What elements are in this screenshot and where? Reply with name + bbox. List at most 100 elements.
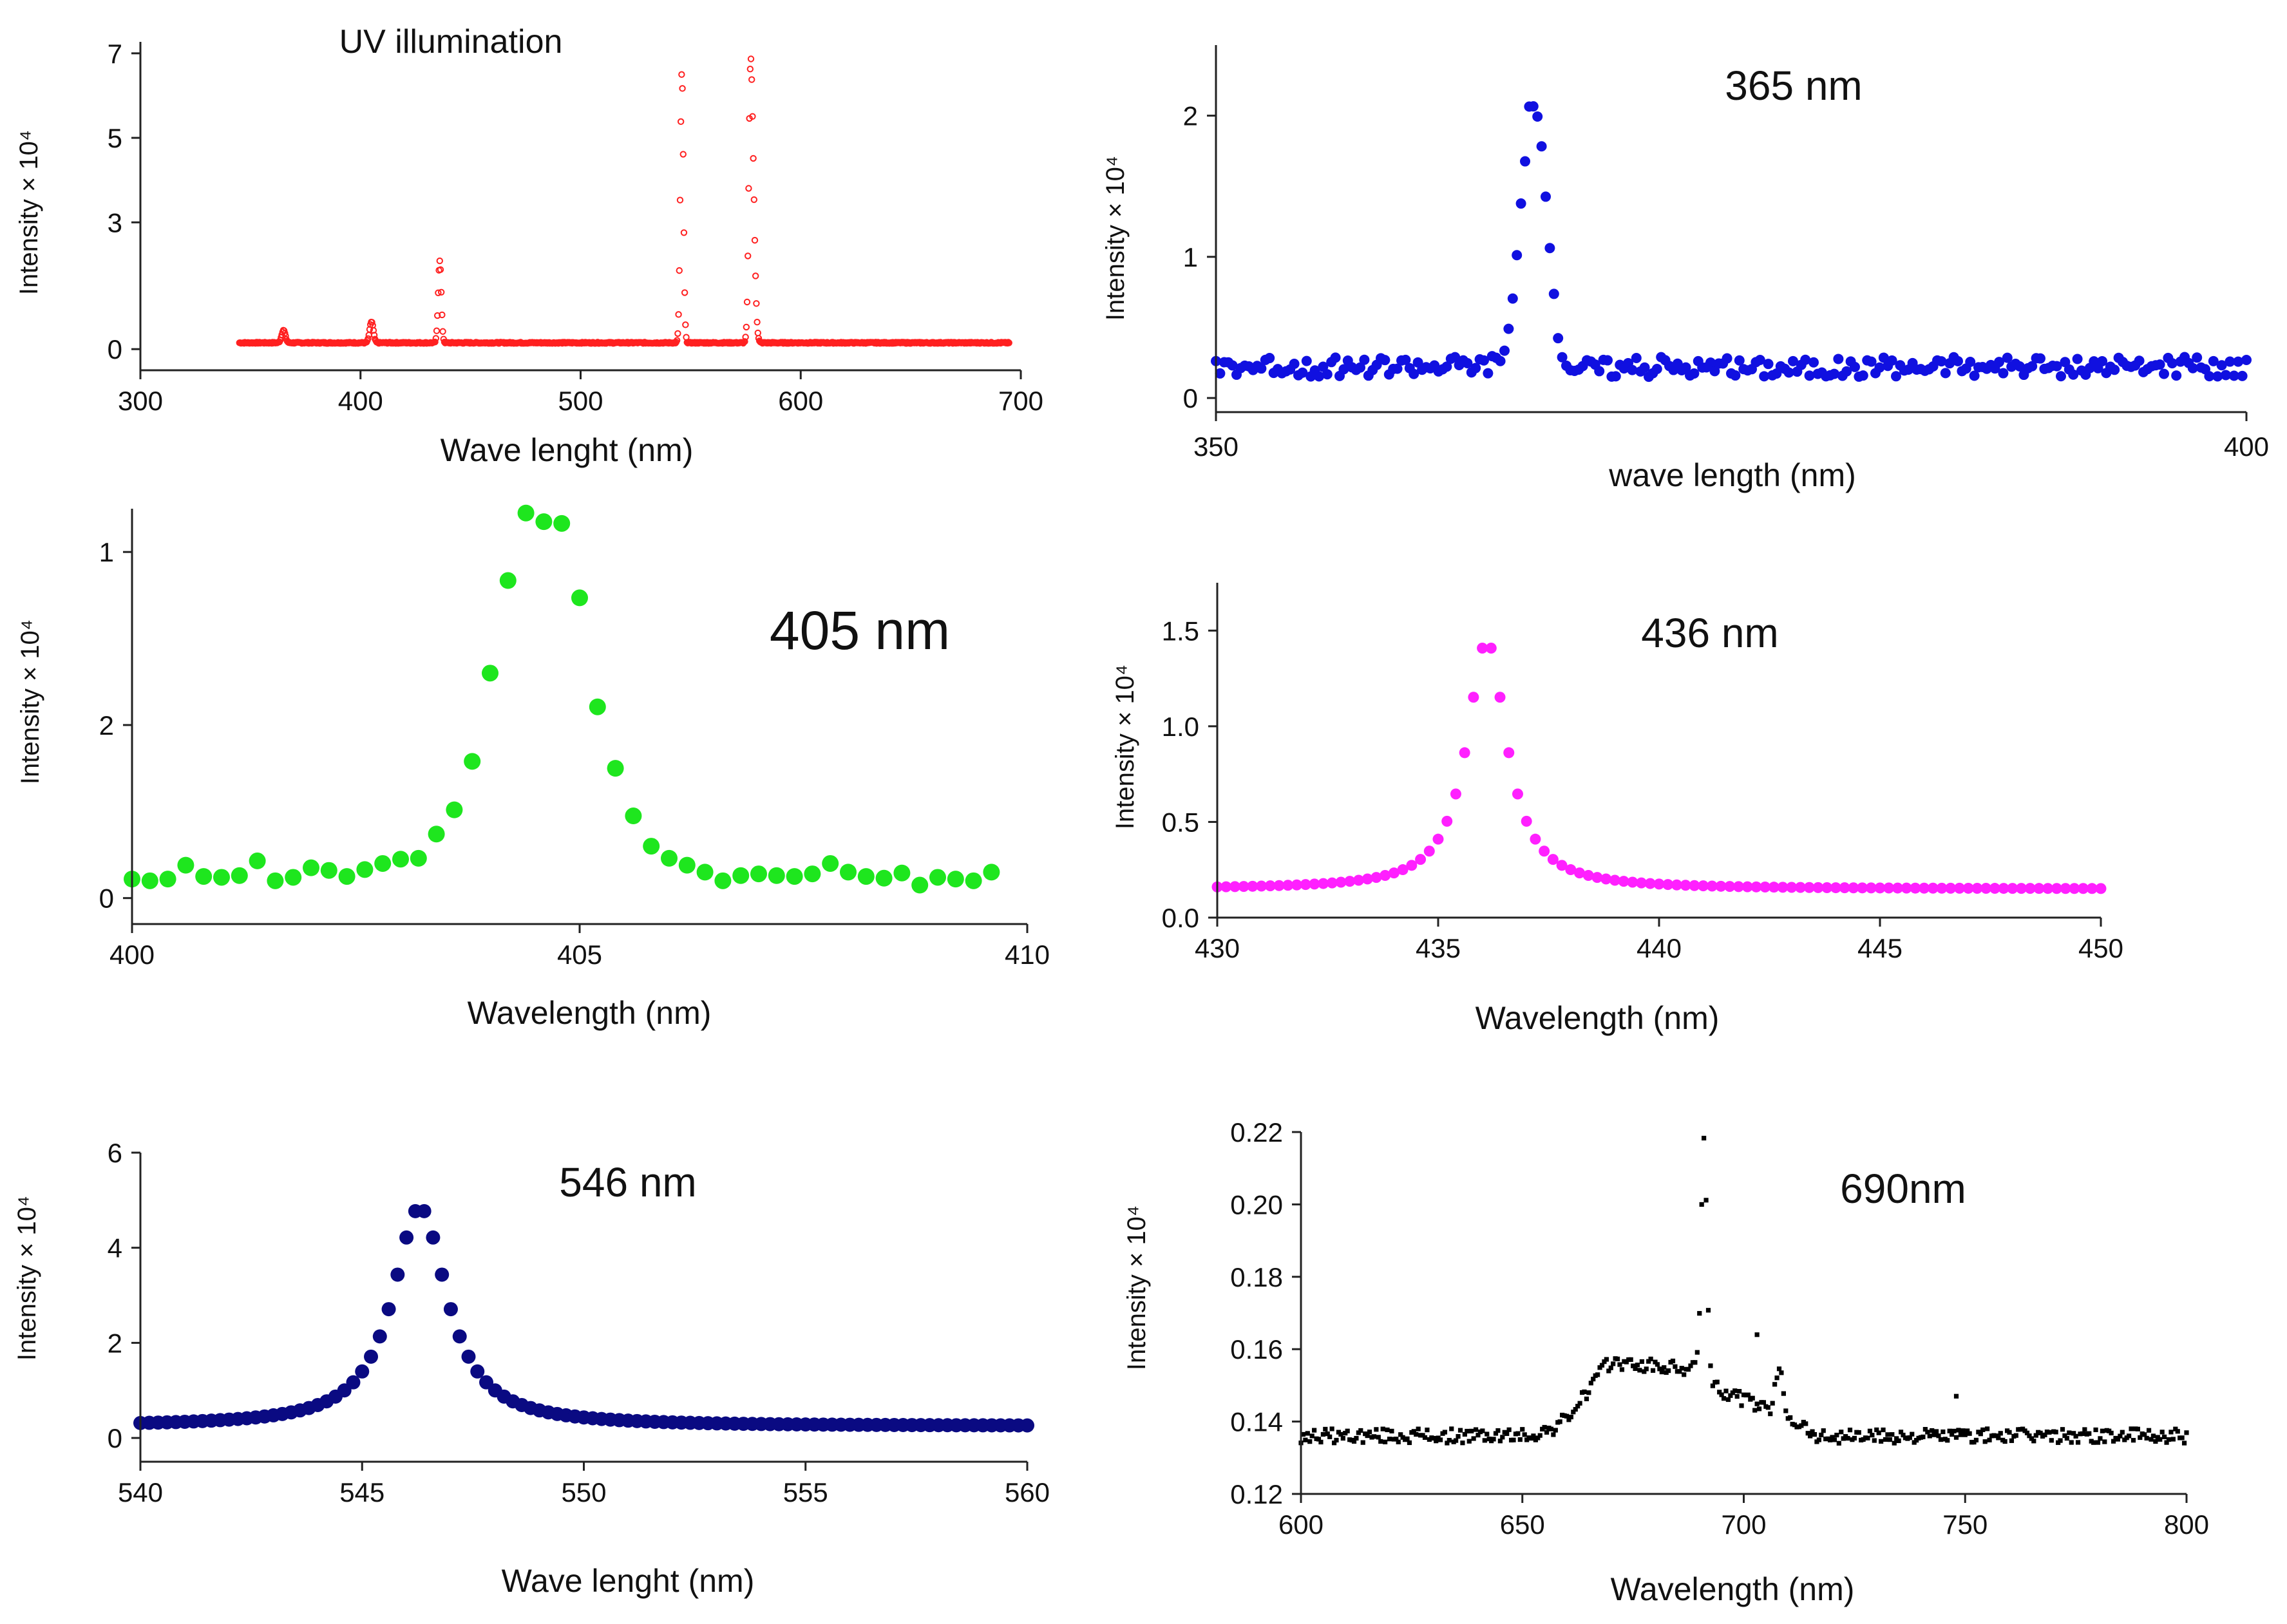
- p690-data-point: [1965, 1428, 1970, 1433]
- p365-data-point: [1553, 333, 1564, 344]
- p365-data-point: [2109, 364, 2120, 375]
- p690-data-point: [2069, 1440, 2074, 1445]
- p436-data-point: [1397, 864, 1409, 876]
- p365-data-point: [1359, 354, 1370, 365]
- p690-data-point: [1962, 1432, 1968, 1437]
- p690-data-point: [1577, 1401, 1582, 1406]
- p690-data-point: [1960, 1428, 1966, 1433]
- p690-data-point: [1354, 1435, 1359, 1441]
- p436-data-point: [1760, 882, 1771, 893]
- p546-data-point: [426, 1230, 441, 1245]
- p690-data-point: [1606, 1368, 1611, 1374]
- p405-data-point: [643, 838, 660, 855]
- p690-data-point: [1697, 1310, 1702, 1316]
- p365-data-point: [2159, 368, 2169, 379]
- p690-data-point: [1456, 1434, 1461, 1439]
- p690-data-point: [1810, 1429, 1815, 1434]
- p365-data-point: [1462, 357, 1473, 368]
- p690-data-point: [1655, 1362, 1660, 1367]
- p690-data-point: [1702, 1135, 1707, 1141]
- p365-data-point: [1355, 362, 1365, 373]
- p436-data-point: [2078, 883, 2089, 894]
- uv-data-point: [675, 311, 682, 318]
- p690-data-point: [1571, 1410, 1576, 1415]
- p690-data-point: [1827, 1437, 1833, 1442]
- p405-data-point: [374, 854, 392, 872]
- p365-data-point: [2015, 361, 2025, 372]
- p690-data-point: [2082, 1427, 2087, 1432]
- p690-data-point: [1679, 1366, 1684, 1371]
- p436-data-point: [2086, 883, 2098, 894]
- p365-data-point: [2002, 352, 2013, 363]
- p690-data-point: [1705, 1308, 1711, 1313]
- uv-data-point: [682, 321, 689, 328]
- p690-data-point: [1619, 1367, 1625, 1372]
- p405-data-point: [535, 513, 553, 531]
- p365-data-point: [1783, 367, 1794, 378]
- p405-data-point: [267, 872, 284, 889]
- p690-ytick-label: 0.14: [1230, 1407, 1283, 1437]
- p690-ytick-label: 0.12: [1230, 1479, 1283, 1509]
- p436-data-point: [1741, 881, 1753, 892]
- p690-data-point: [1930, 1428, 1935, 1433]
- p365-data-point: [1400, 354, 1411, 365]
- p436-data-point: [1706, 880, 1718, 892]
- p365-data-point: [1965, 356, 1976, 367]
- p690-data-point: [1953, 1435, 1959, 1440]
- p690-data-point: [1879, 1439, 1884, 1444]
- p365-data-point: [1450, 352, 1461, 363]
- p690-data-point: [1367, 1430, 1372, 1435]
- p690-data-point: [1331, 1440, 1337, 1446]
- p365-data-point: [1651, 363, 1662, 374]
- p690-data-point: [2047, 1430, 2052, 1435]
- p405-data-point: [625, 807, 642, 825]
- p690-data-point: [1476, 1433, 1481, 1438]
- p690-data-point: [1951, 1428, 1957, 1434]
- p690-data-point: [1721, 1396, 1727, 1401]
- p690-data-point: [1803, 1421, 1808, 1426]
- p365-data-point: [2154, 359, 2165, 370]
- p436-data-point: [1689, 880, 1700, 891]
- p690-data-point: [1670, 1358, 1676, 1364]
- p690-data-point: [1922, 1427, 1928, 1432]
- p405-data-point: [213, 869, 230, 886]
- p690-data-point: [1371, 1434, 1377, 1439]
- p365-data-point: [1998, 368, 2009, 379]
- 436nm-spectrum-points: [1211, 643, 2107, 894]
- p690-ytick-label: 0.20: [1230, 1189, 1283, 1220]
- p436-data-point: [1901, 882, 1912, 894]
- p546-ytick-label: 2: [108, 1328, 122, 1358]
- p365-data-point: [1297, 367, 1308, 378]
- p436-data-point: [1353, 874, 1365, 886]
- p405-data-point: [696, 864, 714, 881]
- p690-data-point: [1584, 1396, 1590, 1402]
- p436-data-point: [1362, 873, 1373, 885]
- p690-data-point: [1575, 1404, 1580, 1409]
- p690-data-point: [1604, 1357, 1609, 1362]
- p690-data-point: [1927, 1433, 1932, 1439]
- p405-data-point: [911, 876, 929, 894]
- p690-data-point: [1666, 1368, 1671, 1374]
- p405-data-point: [947, 871, 964, 888]
- p365-data-point: [1289, 358, 1300, 369]
- p690-data-point: [2159, 1430, 2165, 1435]
- p690-data-point: [1376, 1435, 1381, 1440]
- uv-data-point: [676, 267, 683, 274]
- p365-data-point: [1680, 362, 1691, 373]
- p690-data-point: [2135, 1426, 2140, 1431]
- p365-data-point: [2241, 354, 2252, 365]
- 690nm-ylabel: Intensity × 10⁴: [1123, 1205, 1151, 1370]
- p690-data-point: [2173, 1426, 2178, 1431]
- p405-xtick-label: 400: [109, 939, 155, 970]
- p690-data-point: [2164, 1440, 2169, 1445]
- p690-data-point: [1980, 1427, 1986, 1433]
- p405-ytick-label: 2: [99, 710, 114, 741]
- p690-data-point: [2027, 1433, 2032, 1439]
- p690-data-point: [1586, 1390, 1591, 1395]
- p436-data-point: [1644, 878, 1656, 889]
- p690-data-point: [1872, 1438, 1877, 1443]
- p365-data-point: [1763, 359, 1774, 370]
- p365-data-point: [1483, 368, 1494, 379]
- p690-data-point: [1845, 1435, 1850, 1441]
